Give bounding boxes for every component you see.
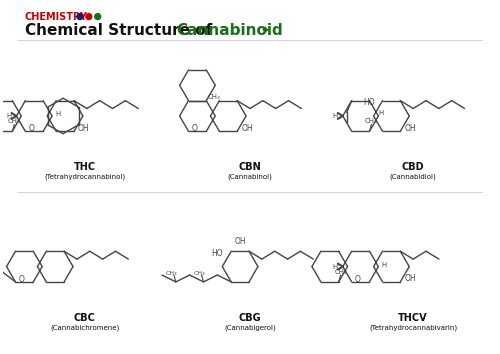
Text: OH: OH	[241, 124, 253, 133]
Text: CH₃: CH₃	[208, 94, 220, 100]
Text: CH₃: CH₃	[334, 269, 347, 275]
Text: O: O	[192, 124, 198, 133]
Text: CH₃: CH₃	[8, 119, 20, 125]
Text: OH: OH	[78, 124, 90, 133]
Text: H: H	[378, 110, 383, 116]
Text: THC: THC	[74, 162, 96, 172]
Text: (Tetrahydrocannabinol): (Tetrahydrocannabinol)	[44, 174, 126, 180]
Text: OH: OH	[404, 274, 416, 284]
Text: (Cannabidiol): (Cannabidiol)	[390, 174, 436, 180]
Text: HO: HO	[212, 249, 223, 258]
Text: HO: HO	[363, 98, 374, 107]
Text: CH₃: CH₃	[365, 119, 378, 125]
Text: O: O	[354, 275, 360, 284]
Text: H: H	[382, 262, 387, 268]
Text: (Cannabigerol): (Cannabigerol)	[224, 324, 276, 331]
Text: CBN: CBN	[238, 162, 262, 172]
Text: OH: OH	[234, 238, 246, 246]
Text: H: H	[332, 113, 338, 119]
Text: (Tetrahydrocannabivarin): (Tetrahydrocannabivarin)	[369, 324, 457, 331]
Circle shape	[86, 13, 92, 19]
Text: Cannabinoid: Cannabinoid	[176, 23, 282, 38]
Text: H: H	[6, 113, 11, 119]
Text: OH: OH	[404, 124, 416, 133]
Text: (Cannabinol): (Cannabinol)	[228, 174, 272, 180]
Text: Chemical Structure of: Chemical Structure of	[24, 23, 217, 38]
Text: CBG: CBG	[238, 313, 262, 323]
Text: O: O	[18, 275, 24, 284]
Text: O: O	[28, 124, 34, 133]
Text: CHEMISTRY: CHEMISTRY	[24, 12, 88, 22]
Circle shape	[77, 13, 83, 19]
Text: H: H	[56, 111, 60, 117]
Text: CBD: CBD	[402, 162, 424, 172]
Text: ✦: ✦	[261, 25, 270, 35]
Circle shape	[94, 13, 100, 19]
Text: THCV: THCV	[398, 313, 428, 323]
Text: CH₃: CH₃	[166, 270, 177, 275]
Text: CBC: CBC	[74, 313, 96, 323]
Text: CH₃: CH₃	[194, 270, 205, 275]
Text: (Cannabichromene): (Cannabichromene)	[50, 324, 119, 331]
Text: H: H	[332, 264, 338, 270]
